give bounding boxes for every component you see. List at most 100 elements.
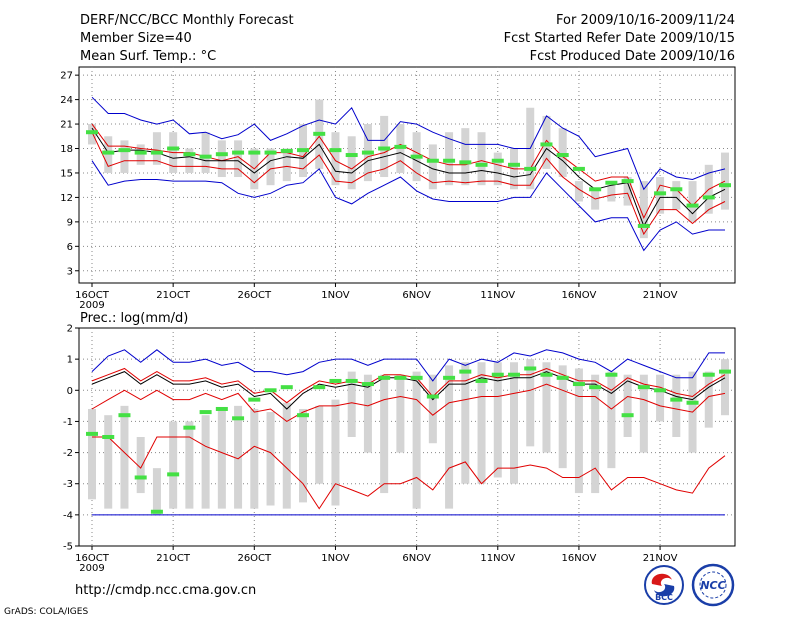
x-tick-label: 16OCT (75, 290, 110, 301)
bcc-logo-text: BCC (655, 593, 673, 602)
spread-bar (331, 132, 340, 186)
x-tick-label: 26OCT (237, 290, 272, 301)
reference-marker (491, 158, 504, 163)
x-tick-label: 11NOV (480, 553, 515, 564)
produced-date: Fcst Produced Date 2009/10/16 (530, 49, 735, 64)
spread-bar (282, 402, 291, 509)
variable-label: Mean Surf. Temp.: °C (80, 49, 216, 64)
reference-marker (475, 378, 488, 383)
spread-bar (152, 132, 161, 165)
x-tick-label: 1NOV (321, 553, 350, 564)
reference-marker (670, 187, 683, 192)
reference-marker (118, 413, 131, 418)
spread-bar (445, 132, 454, 186)
y-tick-label: 0 (67, 386, 73, 397)
reference-marker (264, 388, 277, 393)
reference-marker (670, 397, 683, 402)
y-tick-label: 1 (67, 355, 73, 366)
reference-marker (459, 160, 472, 165)
reference-marker (248, 397, 261, 402)
y-tick-label: -3 (63, 479, 73, 490)
reference-marker (297, 413, 309, 418)
reference-marker (524, 366, 537, 371)
spread-bar (396, 374, 405, 453)
x-tick-label: 21OCT (156, 553, 191, 564)
reference-marker (361, 382, 374, 387)
spread-bar (461, 128, 470, 186)
spread-bar (88, 408, 96, 500)
reference-marker (118, 148, 131, 153)
spread-bar (169, 421, 178, 509)
reference-marker (297, 148, 309, 153)
spread-bar (299, 408, 307, 503)
spread-bar (656, 177, 665, 214)
reference-marker (134, 475, 147, 480)
reference-marker (150, 150, 163, 155)
spread-bar (639, 181, 648, 239)
spread-bar (445, 365, 454, 509)
y-tick-label: -1 (63, 417, 73, 428)
series-line-p90 (91, 123, 726, 220)
reference-marker (248, 150, 261, 155)
spread-bar (120, 405, 129, 509)
bcc-swirl-blue (654, 584, 675, 597)
reference-marker (329, 148, 342, 153)
y-tick-label: 27 (60, 71, 73, 82)
ncc-logo-inner (699, 571, 727, 599)
reference-marker (475, 162, 488, 167)
spread-bar (542, 115, 551, 169)
spread-bar (477, 362, 486, 484)
series-line-p10 (91, 131, 726, 236)
spread-bar (704, 371, 713, 428)
reference-marker (150, 509, 163, 514)
spread-bar (234, 140, 243, 178)
series-line-ensemble-mean (91, 127, 726, 228)
x-tick-label: 6NOV (402, 553, 431, 564)
spread-bar (639, 374, 648, 453)
spread-bar (493, 152, 502, 186)
spread-bar (250, 408, 259, 509)
x-tick-label: 21OCT (156, 290, 191, 301)
spread-bar (266, 148, 275, 186)
reference-marker (183, 425, 196, 430)
spread-bar (88, 124, 96, 145)
x-year-label: 2009 (79, 563, 104, 574)
spread-bar (347, 371, 356, 437)
reference-marker (426, 394, 439, 399)
figure-title: DERF/NCC/BCC Monthly Forecast (80, 13, 294, 28)
reference-marker (702, 372, 715, 377)
y-tick-label: -5 (63, 542, 73, 553)
y-tick-label: 2 (67, 324, 73, 335)
reference-marker (215, 406, 228, 411)
y-tick-label: 9 (67, 217, 73, 228)
spread-bar (656, 374, 665, 422)
spread-bar (623, 177, 632, 206)
grads-credit: GrADS: COLA/IGES (4, 607, 88, 617)
spread-bar (672, 181, 681, 210)
source-url: http://cmdp.ncc.cma.gov.cn (75, 583, 256, 598)
reference-marker (199, 410, 212, 415)
y-tick-label: 6 (67, 242, 73, 253)
spread-bar (380, 115, 389, 178)
spread-bar (591, 374, 600, 494)
reference-marker (410, 154, 423, 159)
reference-marker (686, 400, 699, 405)
reference-marker (378, 146, 391, 151)
reference-marker (167, 146, 180, 151)
spread-bar (104, 136, 113, 173)
reference-marker (524, 166, 537, 171)
series-line-min-pct (92, 436, 726, 510)
x-tick-label: 6NOV (402, 290, 431, 301)
reference-marker (508, 372, 520, 377)
plot-frame (78, 327, 736, 547)
spread-bar (347, 136, 356, 190)
reference-marker (654, 191, 667, 196)
reference-marker (215, 152, 228, 157)
spread-bar (185, 421, 194, 509)
reference-marker (394, 144, 407, 149)
reference-marker (232, 150, 245, 155)
spread-bar (104, 415, 113, 509)
reference-marker (540, 372, 553, 377)
y-tick-label: 12 (60, 193, 73, 204)
